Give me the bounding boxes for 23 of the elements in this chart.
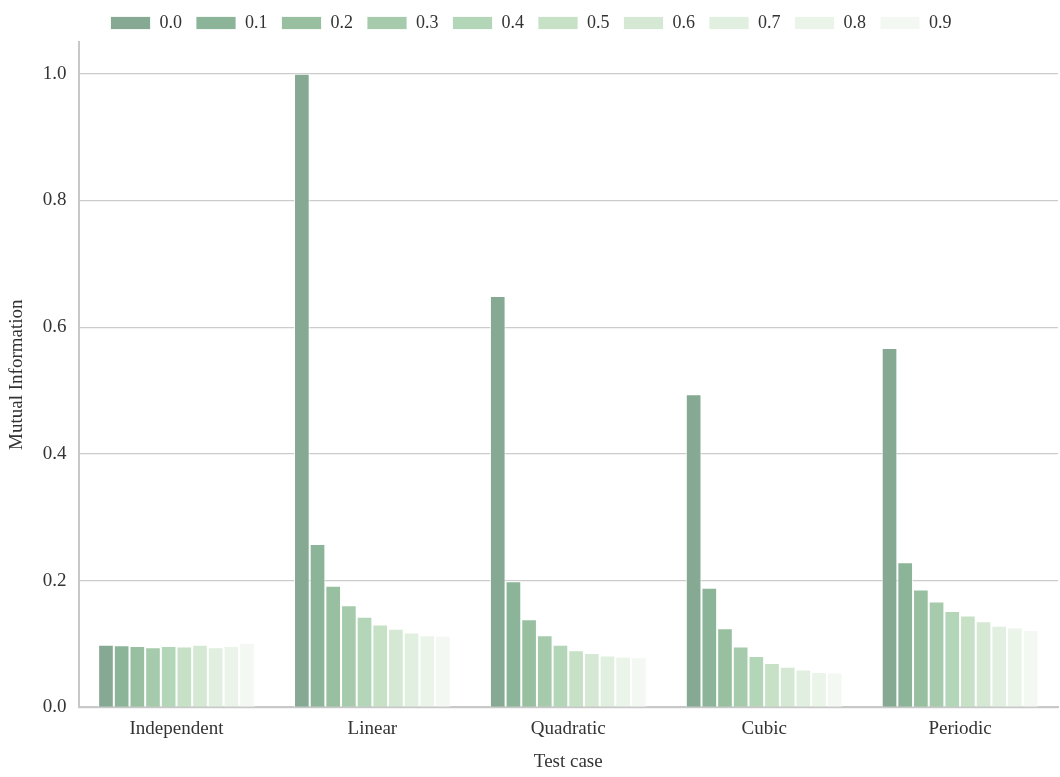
legend-label: 0.0	[159, 11, 182, 32]
legend-label: 0.3	[416, 11, 439, 32]
legend-label: 0.9	[929, 11, 952, 32]
y-tick-label: 0.2	[42, 568, 67, 590]
y-tick-label: 0.6	[42, 315, 67, 337]
legend-label: 0.1	[245, 11, 268, 32]
x-tick-label: Linear	[347, 716, 398, 738]
x-axis-title: Test case	[533, 749, 603, 771]
y-tick-label: 0.8	[42, 188, 67, 210]
y-tick-label: 0.0	[42, 695, 67, 717]
y-tick-label: 1.0	[42, 61, 67, 83]
x-tick-label: Quadratic	[530, 716, 606, 738]
y-axis-title: Mutual Information	[5, 299, 27, 450]
legend-label: 0.7	[758, 11, 781, 32]
x-tick-label: Periodic	[928, 716, 992, 738]
y-tick-label: 0.4	[42, 441, 68, 463]
legend-label: 0.8	[843, 11, 866, 32]
legend-label: 0.6	[672, 11, 695, 32]
x-tick-label: Cubic	[741, 716, 787, 738]
legend-label: 0.4	[501, 11, 524, 32]
legend-label: 0.5	[587, 11, 610, 32]
x-tick-label: Independent	[129, 716, 225, 738]
legend-label: 0.2	[330, 11, 353, 32]
